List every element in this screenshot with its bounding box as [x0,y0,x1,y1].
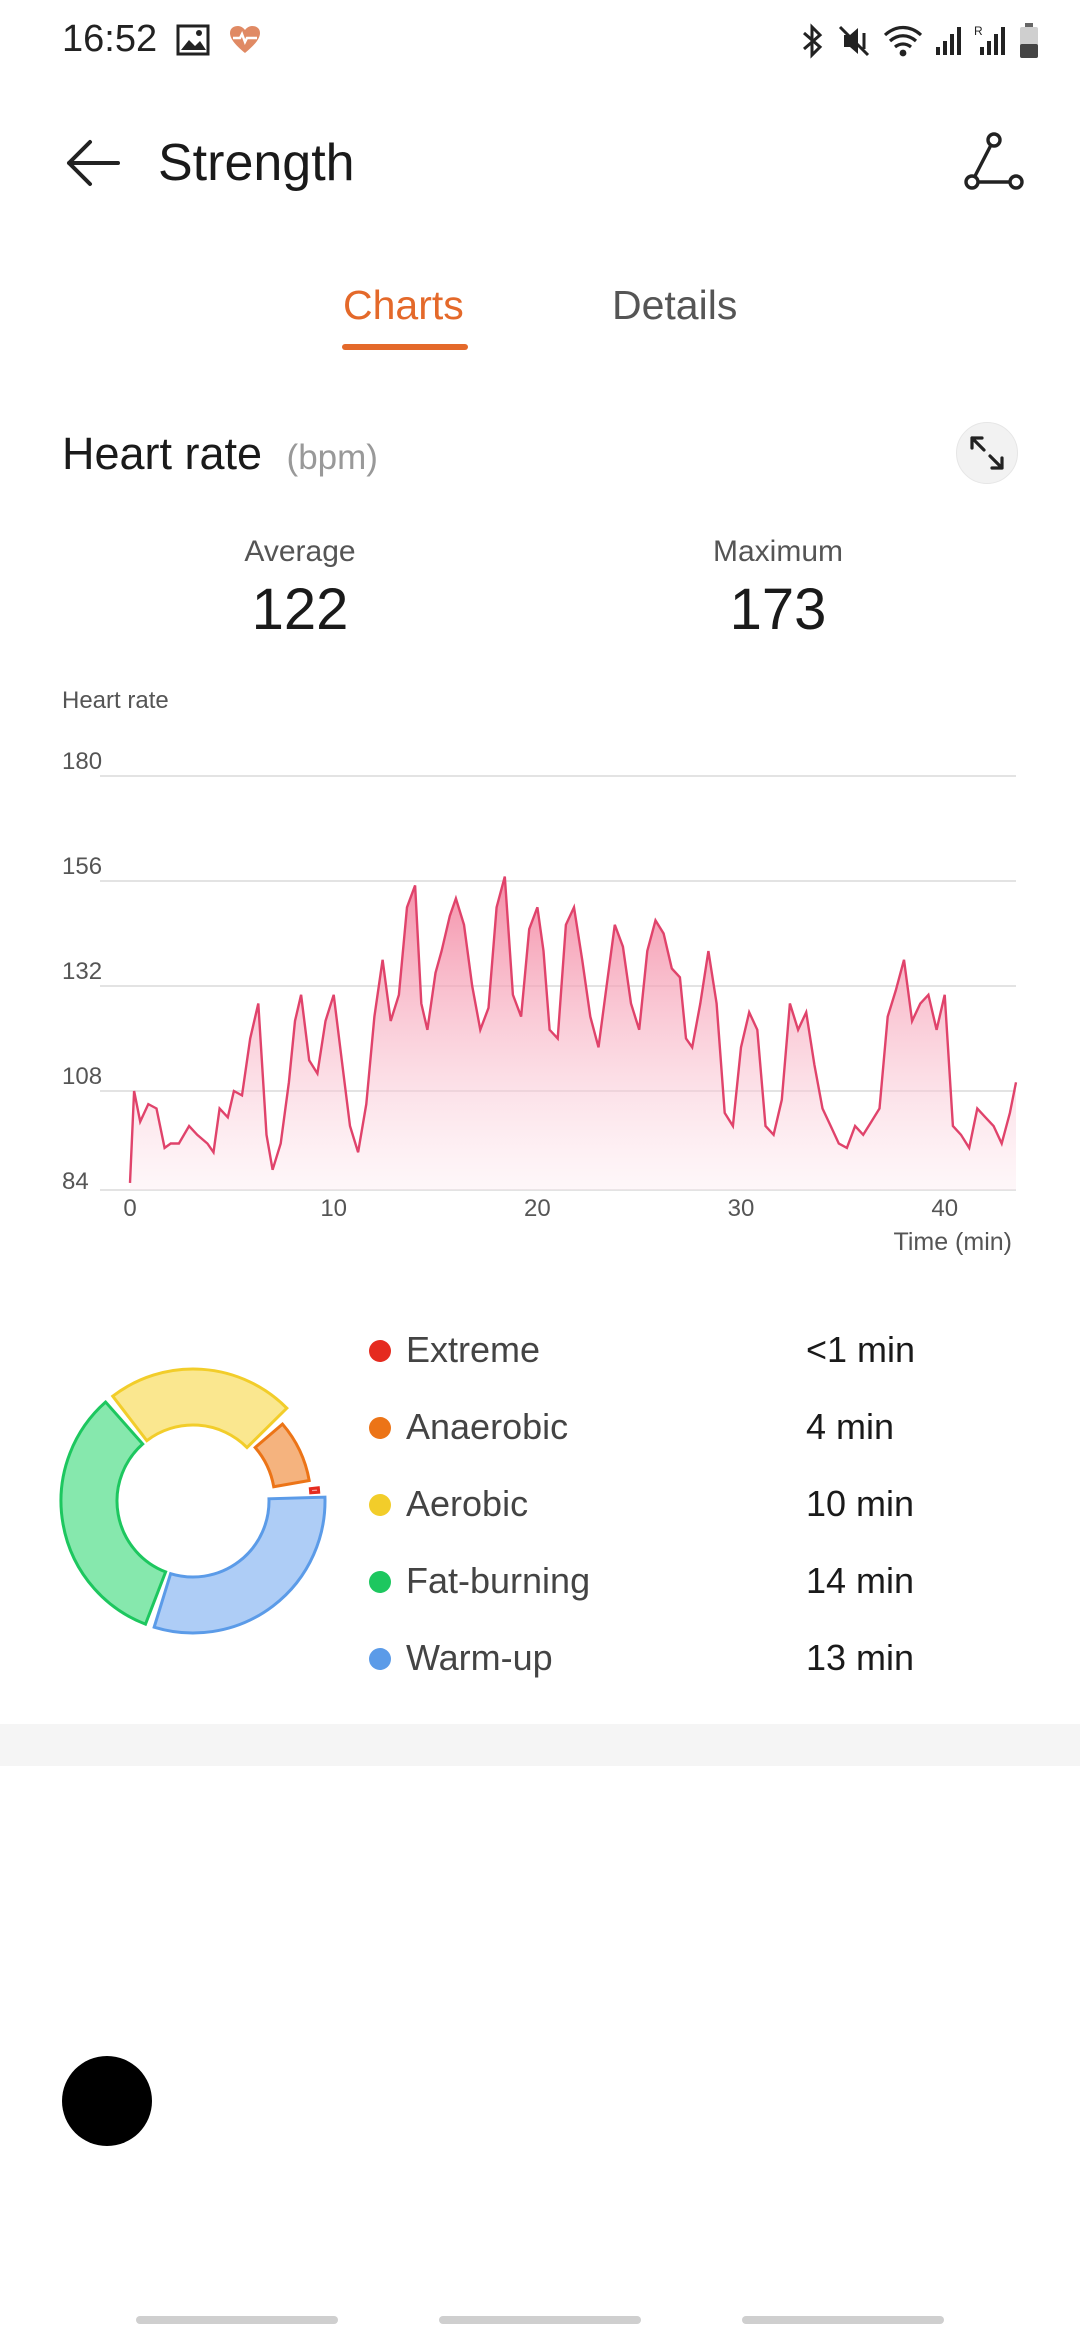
heart-rate-line [128,876,1018,1183]
chart-x-axis-label: Time (min) [893,1228,1012,1256]
zone-row-warm-up: Warm-up 13 min [366,1628,1026,1688]
zone-row-extreme: Extreme <1 min [366,1320,1026,1380]
heart-rate-chart[interactable]: Heart rate 180 156 132 108 84 0 10 20 30 40 Time… [0,680,1080,1260]
bluetooth-icon [803,23,823,59]
heart-rate-chart-svg: Heart rate 180 156 132 108 84 0 10 20 30 40 Time… [62,687,1018,1256]
zone-segment-warm-up [152,1495,327,1635]
status-bar: 16:52 [0,0,1080,80]
floating-action-button[interactable] [62,2056,152,2146]
section-divider [0,1724,1080,1766]
zone-segment-anaerobic [253,1421,311,1489]
x-tick-label: 10 [320,1195,347,1222]
tab-details[interactable]: Details [612,282,738,328]
x-tick-label: 0 [123,1195,136,1222]
nav-hint-left [136,2316,338,2324]
maximum-value: 173 [729,577,827,642]
zone-row-aerobic: Aerobic 10 min [366,1474,1026,1534]
zone-time: 4 min [806,1406,895,1447]
expand-icon [970,436,1004,470]
back-button[interactable] [58,128,128,198]
zone-time: 10 min [806,1483,915,1524]
heart-health-icon [230,26,260,53]
zone-name: Aerobic [406,1483,529,1524]
signal-roaming-icon: R [974,24,1005,55]
zone-segment-fat-burning [59,1399,168,1627]
arrow-left-icon [67,140,120,186]
svg-text:R: R [974,24,983,38]
app-bar: Strength [0,110,1080,210]
maximum-label: Maximum [712,535,843,568]
zone-time: <1 min [806,1329,916,1370]
average-value: 122 [251,577,349,642]
image-icon [176,24,210,56]
battery-icon [1020,23,1038,58]
zone-name: Extreme [406,1329,541,1370]
zone-segment-aerobic [110,1367,289,1450]
zone-color-dot [369,1340,391,1362]
tab-bar: Charts Details [0,270,1080,360]
y-tick-label: 180 [62,748,102,775]
status-left-icons [176,24,262,56]
route-icon [964,132,1024,190]
heart-rate-unit: (bpm) [286,438,378,477]
average-stat: Average 122 [150,532,450,648]
zone-name: Anaerobic [406,1406,569,1447]
tab-charts[interactable]: Charts [343,282,464,328]
nav-hint-right [742,2316,944,2324]
page-title: Strength [158,134,355,192]
status-right-icons: R [800,22,1040,60]
zone-color-dot [369,1571,391,1593]
x-tick-label: 30 [728,1195,755,1222]
wifi-icon [883,25,923,57]
zone-row-fat-burning: Fat-burning 14 min [366,1551,1026,1611]
heart-rate-area [130,876,1016,1190]
maximum-stat: Maximum 173 [628,532,928,648]
expand-button[interactable] [956,422,1018,484]
x-tick-label: 20 [524,1195,551,1222]
route-button[interactable] [956,124,1032,200]
signal-icon [936,27,961,55]
tab-active-indicator [342,344,468,350]
mute-vibrate-icon [838,25,870,57]
zone-color-dot [369,1417,391,1439]
heart-rate-header: Heart rate (bpm) [62,422,1022,492]
x-tick-label: 40 [931,1195,958,1222]
y-tick-label: 108 [62,1063,102,1090]
heart-rate-title: Heart rate [62,428,263,479]
chart-y-axis-label: Heart rate [62,687,169,714]
status-time: 16:52 [62,18,158,60]
average-label: Average [244,535,356,568]
y-tick-label: 156 [62,853,102,880]
zone-row-anaerobic: Anaerobic 4 min [366,1397,1026,1457]
zones-donut-chart [59,1367,327,1635]
zone-color-dot [369,1648,391,1670]
zone-name: Warm-up [406,1637,553,1678]
zone-color-dot [369,1494,391,1516]
heart-rate-zones: Extreme <1 min Anaerobic 4 min Aerobic 10 min… [0,1300,1080,1700]
zone-segment-extreme [308,1486,321,1495]
zone-name: Fat-burning [406,1560,591,1601]
nav-hint-center [439,2316,641,2324]
zone-time: 13 min [806,1637,915,1678]
y-tick-label: 84 [62,1168,89,1195]
zone-time: 14 min [806,1560,915,1601]
y-tick-label: 132 [62,958,102,985]
